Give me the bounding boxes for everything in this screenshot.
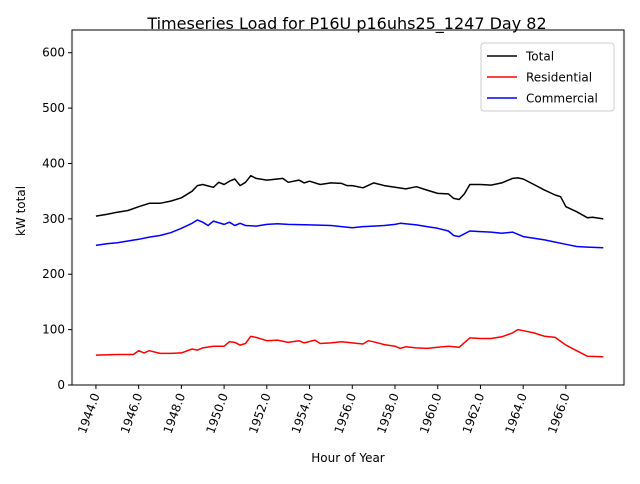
- x-tick-label: 1956.0: [332, 391, 360, 435]
- series-line-residential: [95, 328, 604, 358]
- x-tick-label: 1952.0: [246, 391, 274, 435]
- legend-box: [480, 42, 615, 112]
- y-axis-label: kW total: [14, 186, 28, 236]
- chart-title: Timeseries Load for P16U p16uhs25_1247 D…: [146, 14, 546, 34]
- x-tick-label: 1948.0: [161, 391, 189, 435]
- y-tick-label: 400: [42, 156, 65, 170]
- x-tick-label: 1960.0: [417, 391, 445, 435]
- legend-label: Total: [525, 50, 554, 64]
- legend-label: Commercial: [526, 92, 598, 106]
- x-axis-label: Hour of Year: [311, 451, 385, 465]
- x-tick-label: 1954.0: [289, 391, 317, 435]
- x-tick-label: 1966.0: [545, 391, 573, 435]
- x-tick-label: 1962.0: [460, 391, 488, 435]
- legend-label: Residential: [526, 71, 592, 85]
- legend: Total Residential Commercial: [480, 42, 615, 112]
- x-tick-label: 1958.0: [374, 391, 402, 435]
- x-tick-label: 1950.0: [203, 391, 231, 435]
- x-tick-label: 1964.0: [502, 391, 530, 435]
- y-tick-label: 600: [42, 46, 65, 60]
- y-tick-label: 500: [42, 101, 65, 115]
- y-tick-label: 0: [57, 378, 65, 392]
- y-tick-label: 300: [42, 212, 65, 226]
- x-tick-label: 1944.0: [75, 391, 103, 435]
- plot-frame: [71, 29, 625, 386]
- series-line-commercial: [95, 219, 604, 249]
- y-tick-label: 200: [42, 267, 65, 281]
- y-tick-label: 100: [42, 323, 65, 337]
- x-tick-label: 1946.0: [118, 391, 146, 435]
- series-line-total: [95, 174, 604, 220]
